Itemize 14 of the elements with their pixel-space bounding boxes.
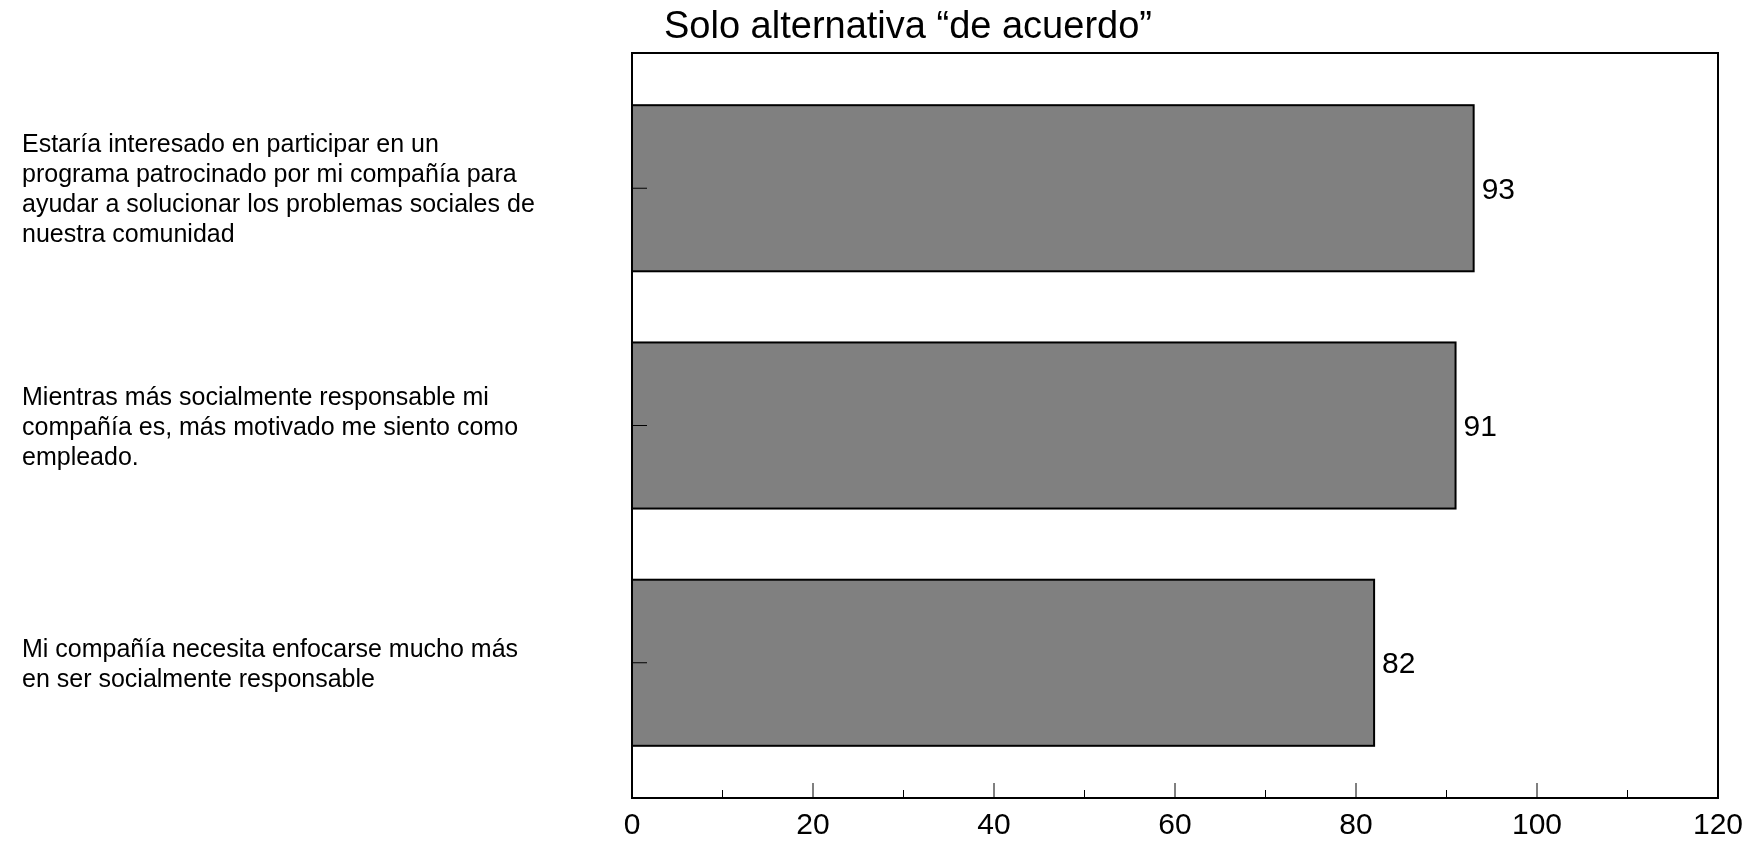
y-tick-label: Estaría interesado en participar en un programa patrocinado por mi compañía para ayudar a solucionar los problemas sociales de nuestra comunidad bbox=[22, 129, 535, 248]
x-tick-label: 0 bbox=[623, 807, 641, 840]
x-tick-label: 100 bbox=[1511, 807, 1563, 840]
y-tick-label: Mientras más socialmente responsable mi compañía es, más motivado me siento como empleado. bbox=[22, 381, 519, 470]
data-label: 91 bbox=[1463, 409, 1497, 442]
x-tick-label: 40 bbox=[977, 807, 1011, 840]
chart-title: Solo alternativa “de acuerdo” bbox=[664, 4, 1152, 46]
x-tick-label: 60 bbox=[1158, 807, 1192, 840]
data-label: 82 bbox=[1382, 646, 1416, 680]
y-tick-label: Mi compañía necesita enfocarse mucho más en ser socialmente responsable bbox=[22, 633, 519, 692]
x-tick-label: 80 bbox=[1339, 807, 1373, 840]
x-tick-label: 120 bbox=[1692, 807, 1744, 840]
data-label: 93 bbox=[1481, 171, 1516, 205]
x-tick-label: 20 bbox=[796, 807, 830, 840]
